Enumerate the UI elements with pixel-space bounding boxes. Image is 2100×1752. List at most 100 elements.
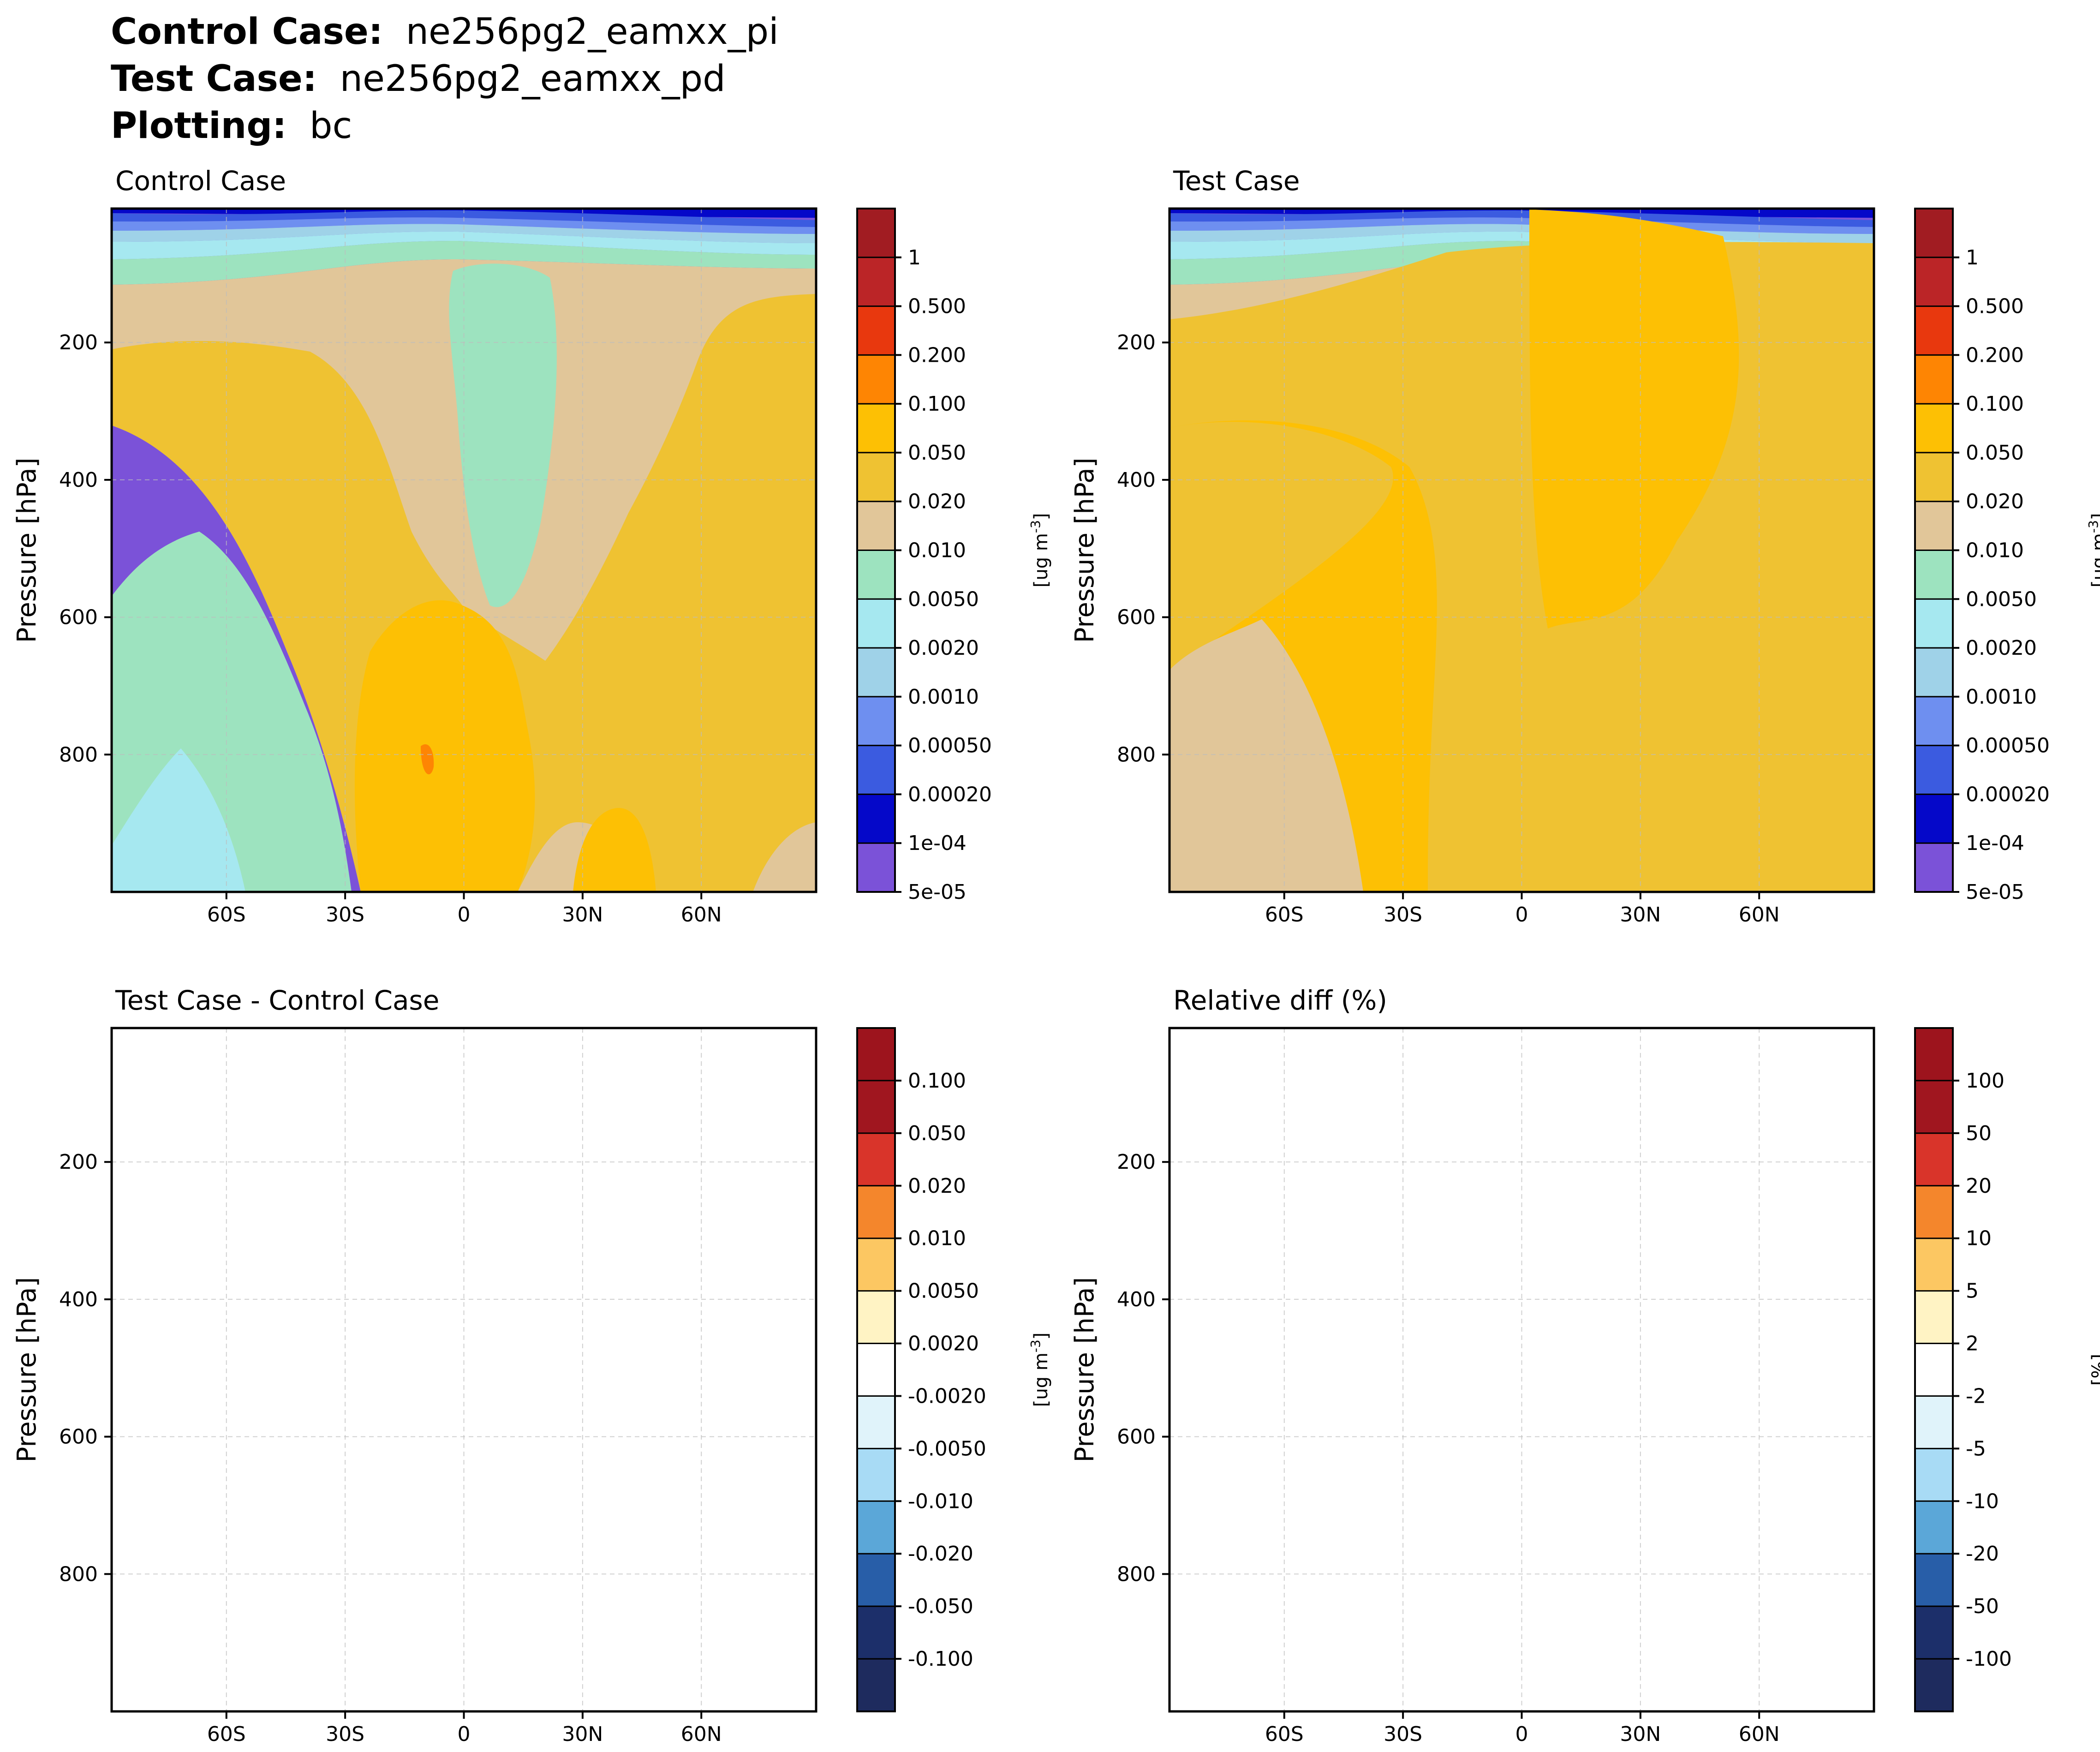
x-tick-label: 60S <box>1265 1722 1304 1746</box>
colorbar-label: [%] <box>2088 1354 2100 1386</box>
colorbar-swatch <box>1915 1396 1953 1449</box>
colorbar-swatch <box>857 257 895 307</box>
contour-region-7 <box>112 241 816 285</box>
colorbar-tick-label: -5 <box>1966 1437 1986 1460</box>
chart-panel-2: 60S 30S 0 30N 60N 200 400 600 800 Test Case Pressu… <box>1070 165 1875 927</box>
colorbar-tick-label: -2 <box>1966 1384 1986 1408</box>
y-tick-label: 200 <box>59 331 98 354</box>
contour-region-12 <box>421 744 434 775</box>
y-tick-label: 800 <box>1117 1562 1156 1586</box>
contour-region-9 <box>112 294 816 892</box>
colorbar-swatch <box>1915 1659 1953 1712</box>
colorbar-frame <box>856 1027 896 1712</box>
colorbar-swatch <box>1915 745 1953 795</box>
colorbar-tick-label: -0.010 <box>908 1489 973 1513</box>
y-tick-label: 200 <box>59 1150 98 1174</box>
colorbar-tick-label: 0.00020 <box>1966 783 2050 806</box>
colorbar-swatch <box>1915 1448 1953 1501</box>
x-tick-label: 60S <box>207 1722 246 1746</box>
colorbar-swatch <box>857 1606 895 1659</box>
colorbar-swatch <box>857 1028 895 1081</box>
contour-region-3 <box>112 210 816 227</box>
colorbar-tick-label: 0.00050 <box>1966 734 2050 758</box>
colorbar-swatch <box>857 599 895 648</box>
colorbar-tick-label: 0.010 <box>908 539 966 562</box>
colorbar-swatch <box>1915 1343 1953 1396</box>
colorbar-tick-label: 0.050 <box>908 1122 966 1145</box>
chart-panel-3: 60S 30S 0 30N 60N 200 400 600 800 Test Case - Con… <box>12 985 817 1746</box>
x-tick-label: 30N <box>1620 903 1661 927</box>
colorbar-tick-label: 0.0050 <box>908 587 979 611</box>
x-tick-label: 30N <box>562 1722 603 1746</box>
y-tick-label: 600 <box>59 1425 98 1449</box>
contour-region-4 <box>1169 217 1874 234</box>
colorbar-tick-label: 5 <box>1966 1280 1979 1303</box>
colorbar-tick-label: 0.200 <box>908 343 966 367</box>
colorbar-tick-label: -50 <box>1966 1595 1999 1618</box>
colorbar-tick-label: 0.0050 <box>1966 587 2037 611</box>
colorbar-tick-label: 0.0020 <box>908 636 979 660</box>
contour-region-12 <box>1169 619 1363 892</box>
colorbar-swatch <box>1915 648 1953 697</box>
test-case-value: ne256pg2_eamxx_pd <box>340 58 726 100</box>
colorbar-swatch <box>857 550 895 599</box>
colorbar-swatch <box>1915 843 1953 892</box>
colorbar-swatch <box>857 404 895 453</box>
colorbar-tick-label: 100 <box>1966 1069 2005 1093</box>
y-axis-label: Pressure [hPa] <box>12 1277 42 1463</box>
colorbar-tick-label: 0.020 <box>908 1174 966 1198</box>
colorbar-swatch <box>1915 1501 1953 1554</box>
y-tick-label: 400 <box>59 468 98 492</box>
x-tick-label: 30N <box>562 903 603 927</box>
colorbar-1: 1 0.500 0.200 0.100 0.050 0.020 0.010 0.0050 0.0… <box>856 208 1052 904</box>
colorbar-4: 100 50 20 10 5 2 -2 -5 -10 -20 -50 -100 [%] <box>1914 1027 2100 1712</box>
colorbar-tick-label: 0.500 <box>908 295 966 318</box>
plotting-separator: : <box>272 105 287 147</box>
colorbar-tick-label: 0.100 <box>908 1069 966 1093</box>
y-tick-label: 800 <box>59 1562 98 1586</box>
colorbar-swatch <box>857 745 895 795</box>
colorbar-tick-label: 0.020 <box>908 490 966 514</box>
colorbar-swatch <box>857 696 895 746</box>
y-tick-label: 600 <box>59 606 98 629</box>
contour-region-6 <box>112 231 816 259</box>
x-tick-label: 30S <box>326 1722 364 1746</box>
chart-panel-4: 60S 30S 0 30N 60N 200 400 600 800 Relative diff (… <box>1070 985 1875 1746</box>
colorbar-frame <box>856 208 896 893</box>
colorbar-tick-label: 20 <box>1966 1174 1992 1198</box>
colorbar-tick-label: 1e-04 <box>1966 831 2024 855</box>
y-axis-label: Pressure [hPa] <box>1070 1277 1100 1463</box>
colorbar-tick-label: -0.020 <box>908 1542 973 1566</box>
colorbar-frame <box>1914 1027 1954 1712</box>
colorbar-swatch <box>857 1501 895 1554</box>
colorbar-swatch <box>857 1291 895 1344</box>
contour-region-3 <box>1169 210 1874 227</box>
colorbar-tick-label: 50 <box>1966 1122 1992 1145</box>
x-tick-label: 60S <box>207 903 246 927</box>
colorbar-tick-label: 1 <box>1966 246 1979 269</box>
x-tick-label: 0 <box>1515 903 1528 927</box>
colorbar-swatch <box>1915 501 1953 550</box>
control-case-line: Control Case: ne256pg2_eamxx_pi <box>111 8 779 55</box>
x-tick-label: 30S <box>1384 903 1422 927</box>
colorbar-tick-label: -0.100 <box>908 1647 973 1671</box>
colorbar-swatch <box>857 1133 895 1186</box>
colorbar-swatch <box>1915 550 1953 599</box>
colorbar-swatch <box>857 1554 895 1607</box>
colorbar-tick-label: 0.020 <box>1966 490 2024 514</box>
colorbar-frame <box>1914 208 1954 893</box>
colorbar-swatch <box>857 1448 895 1501</box>
colorbar-tick-label: 0.500 <box>1966 295 2024 318</box>
panel-title: Control Case <box>115 165 286 197</box>
colorbar-tick-label: -0.050 <box>908 1595 973 1618</box>
contour-region-11 <box>1169 422 1393 670</box>
colorbar-swatch <box>857 794 895 843</box>
contour-region-15 <box>112 748 245 892</box>
colorbar-tick-label: 0.00020 <box>908 783 992 806</box>
colorbar-2: 1 0.500 0.200 0.100 0.050 0.020 0.010 0.0050 0.0… <box>1914 208 2100 904</box>
y-axis-label: Pressure [hPa] <box>12 458 42 643</box>
colorbar-swatch <box>1915 355 1953 404</box>
colorbar-swatch <box>857 1080 895 1134</box>
contour-region-16 <box>753 822 816 892</box>
contour-region-10 <box>354 600 535 892</box>
